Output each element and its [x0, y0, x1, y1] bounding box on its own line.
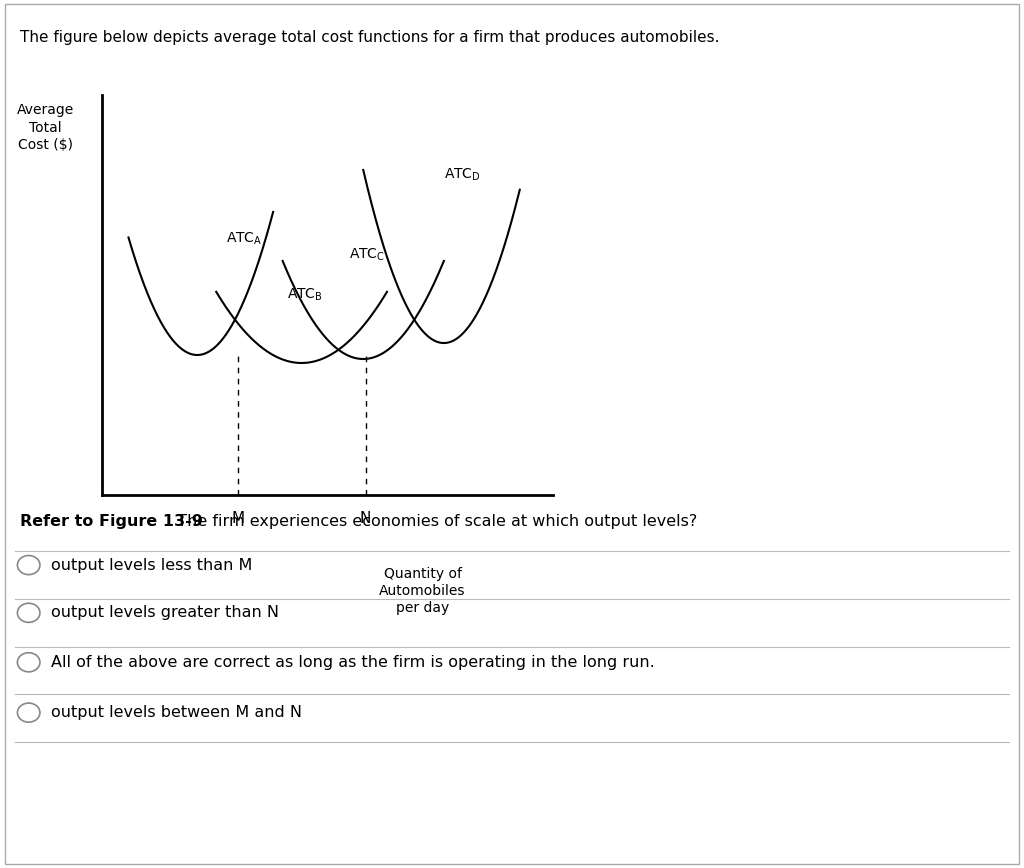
Text: $\mathrm{ATC_A}$: $\mathrm{ATC_A}$ — [225, 231, 262, 247]
Text: output levels less than M: output levels less than M — [51, 557, 253, 573]
Text: Quantity of
Automobiles
per day: Quantity of Automobiles per day — [379, 567, 466, 615]
Text: . The firm experiences economies of scale at which output levels?: . The firm experiences economies of scal… — [167, 514, 697, 529]
Text: output levels greater than N: output levels greater than N — [51, 605, 280, 621]
Text: N: N — [359, 510, 372, 526]
Text: Average
Total
Cost ($): Average Total Cost ($) — [16, 103, 74, 152]
Text: $\mathrm{ATC_D}$: $\mathrm{ATC_D}$ — [443, 167, 480, 183]
Text: Refer to Figure 13-9: Refer to Figure 13-9 — [20, 514, 204, 529]
Text: All of the above are correct as long as the firm is operating in the long run.: All of the above are correct as long as … — [51, 654, 655, 670]
Text: $\mathrm{ATC_C}$: $\mathrm{ATC_C}$ — [349, 247, 385, 263]
Text: $\mathrm{ATC_B}$: $\mathrm{ATC_B}$ — [288, 286, 324, 303]
Text: output levels between M and N: output levels between M and N — [51, 705, 302, 720]
Text: M: M — [231, 510, 244, 526]
Text: The figure below depicts average total cost functions for a firm that produces a: The figure below depicts average total c… — [20, 30, 720, 45]
